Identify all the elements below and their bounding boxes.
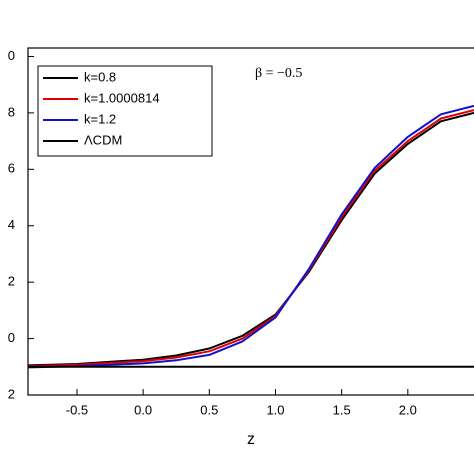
x-tick-label: 1.5 <box>333 402 351 417</box>
series-line <box>27 104 474 369</box>
legend-label: k=1.0000814 <box>84 90 160 105</box>
annotation: β = −0.5 <box>255 66 302 81</box>
y-tick-label: 4 <box>8 217 15 232</box>
legend-label: k=0.8 <box>84 69 116 84</box>
y-tick-label: 2 <box>8 386 15 401</box>
y-tick-label: 2 <box>8 274 15 289</box>
y-tick-label: 0 <box>8 48 15 63</box>
x-tick-label: 2.0 <box>399 402 417 417</box>
y-tick-label: 6 <box>8 161 15 176</box>
x-tick-label: -0.5 <box>66 402 88 417</box>
plot-frame <box>27 47 474 396</box>
x-axis-label: z <box>247 431 255 448</box>
x-tick-label: 0.5 <box>200 402 218 417</box>
x-tick-label: 0.0 <box>134 402 152 417</box>
x-tick-label: 1.0 <box>266 402 284 417</box>
y-tick-label: 8 <box>8 104 15 119</box>
y-tick-label: 0 <box>8 330 15 345</box>
legend-label: ΛCDM <box>84 132 122 147</box>
legend-label: k=1.2 <box>84 111 116 126</box>
legend-box <box>37 65 213 157</box>
